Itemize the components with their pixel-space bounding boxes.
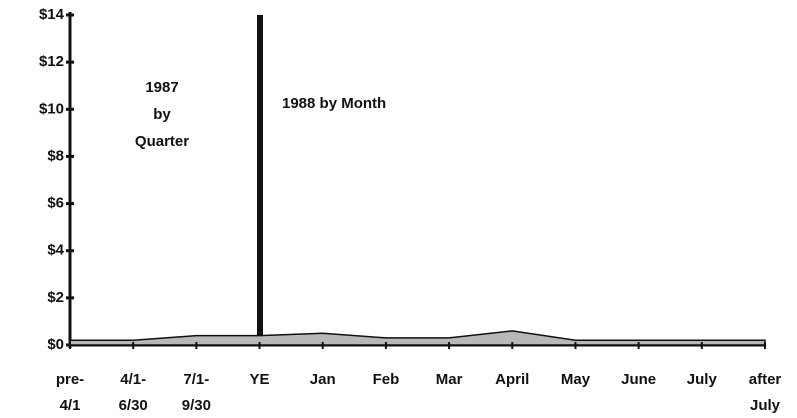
annotation: 1987: [145, 79, 178, 96]
x-tick-label: Mar: [436, 371, 463, 388]
y-tick-label: $0: [47, 336, 64, 353]
x-tick-label: Feb: [373, 371, 400, 388]
y-tick-label: $12: [39, 53, 64, 70]
x-tick-label: May: [561, 371, 591, 388]
x-tick-label: April: [495, 371, 529, 388]
area: [69, 330, 766, 346]
y-tick-label: $2: [47, 289, 64, 306]
x-tick-label: 7/1-9/30: [182, 371, 211, 414]
annotation: Quarter: [135, 133, 189, 150]
x-tick-label: pre-4/1: [56, 371, 84, 414]
x-tick-label: YE: [250, 371, 270, 388]
y-tick-label: $6: [47, 195, 64, 212]
x-tick-label: June: [621, 371, 656, 388]
y-tick-label: $10: [39, 100, 64, 117]
x-tick-label: Jan: [310, 371, 336, 388]
annotation: 1988 by Month: [282, 95, 386, 112]
x-tick-label: July: [687, 371, 718, 388]
annotation: by: [153, 106, 171, 123]
period-divider: [257, 15, 263, 345]
x-tick-label: 4/1-6/30: [119, 371, 148, 414]
y-tick-label: $8: [47, 147, 64, 164]
x-tick-label: after July: [749, 371, 782, 414]
y-tick-label: $4: [47, 242, 64, 259]
y-tick-label: $14: [39, 6, 65, 23]
